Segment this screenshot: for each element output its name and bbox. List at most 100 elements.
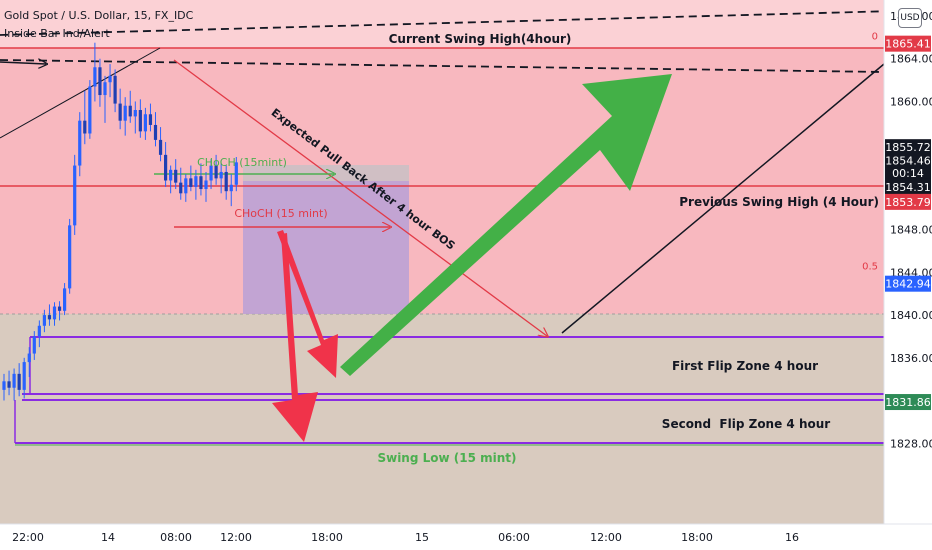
candle-body xyxy=(52,306,57,320)
previous-swing-high-label: Previous Swing High (4 Hour) xyxy=(679,195,879,209)
currency-button[interactable]: USD xyxy=(898,8,922,28)
candle-body xyxy=(179,182,183,194)
x-tick-label: 12:00 xyxy=(220,531,252,544)
candle-body xyxy=(199,176,203,190)
x-tick-label: 08:00 xyxy=(160,531,192,544)
candle-body xyxy=(169,169,173,181)
price-tag-bg xyxy=(885,178,931,195)
y-tick-label: 1860.00 xyxy=(890,95,932,108)
candle-body xyxy=(47,315,52,320)
candle-body xyxy=(63,288,67,311)
x-tick-label: 18:00 xyxy=(311,531,343,544)
big-green-arrow[interactable] xyxy=(340,74,672,376)
fib-labels: 00.5 xyxy=(862,32,878,273)
candle-body xyxy=(128,105,132,117)
symbol-title: Gold Spot / U.S. Dollar, 15, FX_IDC xyxy=(4,9,194,22)
x-tick-label: 14 xyxy=(101,531,115,544)
candle-body xyxy=(83,120,87,134)
long-black-trendline[interactable] xyxy=(561,63,885,334)
y-tick-label: 1840.00 xyxy=(890,309,932,322)
candle-body xyxy=(158,139,163,155)
candle-body xyxy=(209,165,213,181)
price-tag-label: 1831.86 xyxy=(885,396,931,409)
y-tick-label: 1864.00 xyxy=(890,53,932,66)
candle-body xyxy=(78,120,82,166)
fib-level-label: 0.5 xyxy=(862,261,878,272)
candle-body xyxy=(133,110,137,117)
price-tag-label: 1855.72 xyxy=(885,141,931,154)
candle-body xyxy=(7,381,11,388)
big-red-arrow-1[interactable] xyxy=(277,230,338,378)
second-flip-zone-label: Second Flip Zone 4 hour xyxy=(662,417,830,431)
price-tag-bg xyxy=(885,152,931,169)
candle-body xyxy=(148,114,153,125)
price-tag-bg xyxy=(885,139,931,156)
x-tick-label: 16 xyxy=(785,531,799,544)
candle-body xyxy=(22,362,26,390)
candle-body xyxy=(57,306,62,311)
price-tag-bg xyxy=(885,275,931,292)
price-tag-label: 1853.79 xyxy=(885,196,931,209)
rising-trendline[interactable] xyxy=(0,47,161,139)
candle-body xyxy=(12,373,16,388)
candle-body xyxy=(37,325,41,337)
pullback-arrow[interactable] xyxy=(173,59,547,336)
y-tick-label: 1836.00 xyxy=(890,352,932,365)
candle-body xyxy=(229,184,233,192)
price-axis-panel[interactable] xyxy=(884,0,932,524)
candle-body xyxy=(123,105,127,121)
x-axis-ticks: 22:00 14 08:00 12:00 18:00 15 06:00 12:00 18:00 1… xyxy=(12,531,799,544)
swing-low-label: Swing Low (15 mint) xyxy=(377,451,516,465)
candle-body xyxy=(2,381,6,390)
candle-body xyxy=(108,75,112,83)
first-flip-zone-label: First Flip Zone 4 hour xyxy=(672,359,818,373)
candle-body xyxy=(98,67,102,96)
time-axis-panel[interactable] xyxy=(0,524,932,550)
candle-body xyxy=(153,124,158,140)
candle-body xyxy=(164,154,168,181)
fib-level-label: 0 xyxy=(872,32,878,43)
choch-red-label: CHoCH (15 mint) xyxy=(234,207,327,220)
price-tag-label: 1854.46 xyxy=(885,155,931,168)
candle-body xyxy=(32,336,36,354)
y-tick-label: 1828.00 xyxy=(890,437,932,450)
price-tag-bg xyxy=(885,35,931,52)
indicator-title[interactable]: Inside Bar Ind/Alert xyxy=(4,27,110,40)
candle-body xyxy=(27,353,31,363)
candle-body xyxy=(219,171,223,179)
discount-zone xyxy=(0,314,884,524)
candle-body xyxy=(118,103,122,121)
price-tag-bg xyxy=(885,394,931,411)
candle-body xyxy=(17,373,21,390)
candle-body xyxy=(88,86,92,134)
dashed-trendline-lower[interactable] xyxy=(0,59,885,73)
pullback-box[interactable] xyxy=(243,181,409,314)
price-tag-label: 00:14 xyxy=(892,167,924,180)
x-tick-label: 15 xyxy=(415,531,429,544)
candle-body xyxy=(103,82,107,96)
candle-body xyxy=(234,162,238,185)
price-tag-label: 1854.31 xyxy=(885,181,931,194)
choch-green-label: CHoCH (15mint) xyxy=(197,156,287,169)
y-tick-label: 1848.00 xyxy=(890,224,932,237)
candle-body xyxy=(184,178,188,194)
current-swing-high-label: Current Swing High(4hour) xyxy=(389,32,572,46)
price-tag-bg xyxy=(885,165,931,182)
candle-body xyxy=(174,169,178,183)
x-tick-label: 22:00 xyxy=(12,531,44,544)
candles-group xyxy=(2,42,238,401)
candle-body xyxy=(143,114,147,132)
price-tag-bg xyxy=(885,193,931,210)
x-tick-label: 12:00 xyxy=(590,531,622,544)
candle-body xyxy=(204,180,208,190)
x-tick-label: 06:00 xyxy=(498,531,530,544)
short-arrow-line[interactable] xyxy=(0,62,46,64)
candle-body xyxy=(214,165,218,179)
big-red-arrow-2[interactable] xyxy=(272,233,318,442)
candle-body xyxy=(224,171,228,192)
candle-body xyxy=(138,110,142,132)
candle-body xyxy=(113,75,117,104)
